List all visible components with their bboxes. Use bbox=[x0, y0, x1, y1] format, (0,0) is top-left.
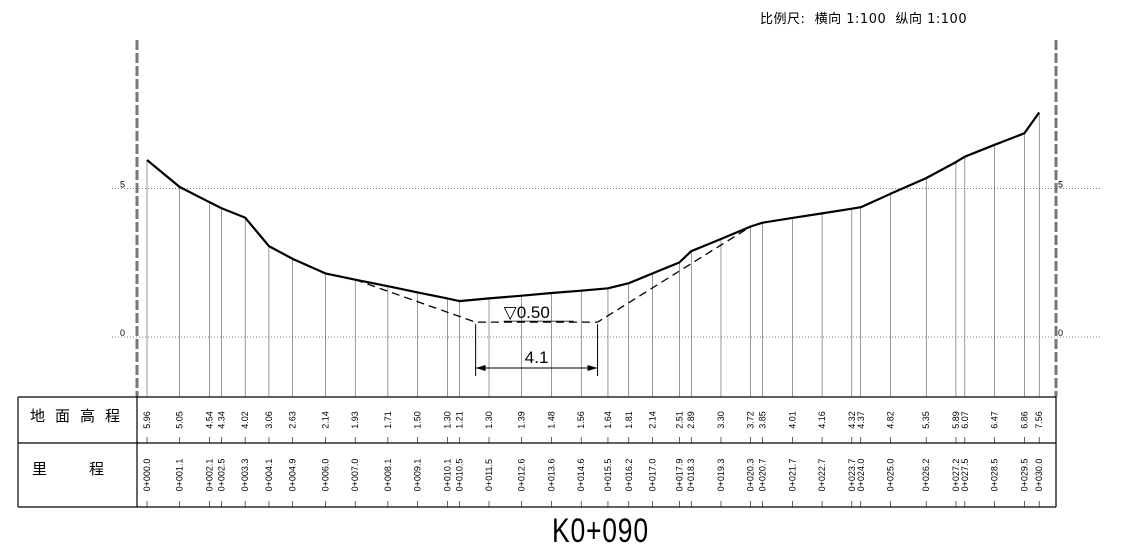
station-value: 0+007.0 bbox=[350, 459, 360, 492]
station-value: 0+020.7 bbox=[758, 459, 768, 492]
ground-elev-row-label: 地面高程 bbox=[30, 407, 131, 425]
bottom-width-label: 4.1 bbox=[525, 348, 549, 367]
scale-label: 比例尺: 横向 1:100 纵向 1:100 bbox=[760, 12, 968, 27]
station-value: 0+027.5 bbox=[960, 459, 970, 492]
ground-profile-line bbox=[146, 111, 1041, 303]
ground-elevation-value: 2.51 bbox=[674, 411, 684, 429]
ground-elevation-value: 1.71 bbox=[383, 411, 393, 429]
station-value: 0+018.3 bbox=[686, 459, 696, 492]
ground-elevation-value: 3.06 bbox=[264, 411, 274, 429]
dimension-arrow-right bbox=[587, 365, 598, 371]
ground-elevation-value: 5.89 bbox=[951, 411, 961, 429]
ground-elevation-value: 4.54 bbox=[204, 411, 214, 429]
ground-elevation-value: 6.47 bbox=[990, 411, 1000, 429]
station-value: 0+009.1 bbox=[413, 459, 423, 492]
station-value: 0+011.5 bbox=[484, 459, 494, 491]
elevation-tick-label-right: 0 bbox=[1058, 328, 1063, 338]
station-value: 0+017.9 bbox=[674, 459, 684, 492]
ground-elevation-value: 1.64 bbox=[603, 411, 613, 429]
station-value: 0+006.0 bbox=[320, 459, 330, 492]
ground-elevation-value: 5.96 bbox=[142, 411, 152, 429]
ground-elevation-value: 4.02 bbox=[240, 411, 250, 429]
ground-elevation-value: 1.50 bbox=[413, 411, 423, 429]
station-value: 0+014.6 bbox=[576, 459, 586, 492]
dimension-arrow-left bbox=[475, 365, 486, 371]
ground-elevation-value: 3.30 bbox=[716, 411, 726, 429]
station-value: 0+026.2 bbox=[921, 459, 931, 492]
ground-profile-layer bbox=[146, 111, 1041, 303]
ground-elevation-value: 3.72 bbox=[746, 411, 756, 429]
station-row-label: 里程 bbox=[32, 460, 147, 478]
design-channel-line bbox=[354, 225, 752, 323]
station-value: 0+002.5 bbox=[216, 459, 226, 492]
ground-elevation-value: 1.56 bbox=[576, 411, 586, 429]
station-value: 0+030.0 bbox=[1034, 459, 1044, 492]
station-value: 0+024.0 bbox=[856, 459, 866, 492]
ground-elevation-value: 3.85 bbox=[758, 411, 768, 429]
design-channel-layer: ▽0.50 4.1 bbox=[354, 225, 752, 376]
ground-elevation-value: 7.56 bbox=[1034, 411, 1044, 429]
station-value: 0+004.9 bbox=[288, 459, 298, 492]
ground-elevation-value: 4.37 bbox=[856, 411, 866, 429]
station-value: 0+021.7 bbox=[787, 459, 797, 492]
station-value: 0+010.1 bbox=[442, 459, 452, 492]
station-value: 0+025.0 bbox=[886, 459, 896, 492]
ground-elevation-value: 4.01 bbox=[787, 411, 797, 429]
ground-elevation-value: 2.14 bbox=[320, 411, 330, 429]
station-value: 0+027.2 bbox=[951, 459, 961, 492]
elevation-tick-label-left: 5 bbox=[120, 180, 125, 190]
station-value: 0+029.5 bbox=[1019, 459, 1029, 492]
elevation-tick-label-left: 0 bbox=[120, 328, 125, 338]
station-value: 0+002.1 bbox=[204, 459, 214, 492]
ground-elevation-value: 4.34 bbox=[216, 411, 226, 429]
station-value: 0+004.1 bbox=[264, 459, 274, 492]
ground-elevation-value: 1.81 bbox=[624, 411, 634, 429]
ground-elevation-value: 2.89 bbox=[686, 411, 696, 429]
station-value: 0+023.7 bbox=[847, 459, 857, 492]
elevation-tick-label-right: 5 bbox=[1058, 180, 1063, 190]
table-values-layer: 5.96 0+000.0 5.05 0+001.1 4.54 0+002.1 4.34 0+0… bbox=[142, 411, 1044, 491]
ground-elevation-value: 1.30 bbox=[484, 411, 494, 429]
station-value: 0+017.0 bbox=[648, 459, 658, 492]
ground-elevation-value: 6.07 bbox=[960, 411, 970, 429]
water-level-label: ▽0.50 bbox=[504, 303, 550, 322]
section-title: K0+090 bbox=[552, 512, 649, 550]
ground-elevation-value: 1.93 bbox=[350, 411, 360, 429]
ground-elevation-value: 1.48 bbox=[546, 411, 556, 429]
station-value: 0+028.5 bbox=[990, 459, 1000, 492]
station-value: 0+020.3 bbox=[746, 459, 756, 492]
ground-elevation-value: 6.86 bbox=[1019, 411, 1029, 429]
station-value: 0+015.5 bbox=[603, 459, 613, 492]
ground-elevation-value: 4.32 bbox=[847, 411, 857, 429]
station-value: 0+010.5 bbox=[454, 459, 464, 492]
ground-elevation-value: 5.35 bbox=[921, 411, 931, 429]
station-value: 0+019.3 bbox=[716, 459, 726, 492]
frame-layer bbox=[135, 40, 1058, 397]
station-value: 0+008.1 bbox=[383, 459, 393, 492]
station-lines-layer bbox=[146, 112, 1040, 397]
ground-elevation-value: 1.39 bbox=[517, 411, 527, 429]
data-table-layer bbox=[17, 396, 1057, 508]
ground-elevation-value: 1.30 bbox=[442, 411, 452, 429]
station-value: 0+003.3 bbox=[240, 459, 250, 492]
station-value: 0+013.6 bbox=[546, 459, 556, 492]
station-value: 0+000.0 bbox=[142, 459, 152, 492]
station-value: 0+012.6 bbox=[517, 459, 527, 492]
ground-elevation-value: 4.82 bbox=[886, 411, 896, 429]
grid-layer: 5 5 0 0 bbox=[112, 180, 1100, 338]
station-value: 0+016.2 bbox=[624, 459, 634, 492]
ground-elevation-value: 1.21 bbox=[454, 411, 464, 429]
ground-elevation-value: 4.16 bbox=[817, 411, 827, 429]
ground-elevation-value: 2.63 bbox=[288, 411, 298, 429]
ground-elevation-value: 5.05 bbox=[175, 411, 185, 429]
ground-elevation-value: 2.14 bbox=[648, 411, 658, 429]
station-value: 0+022.7 bbox=[817, 459, 827, 492]
station-value: 0+001.1 bbox=[175, 459, 185, 492]
